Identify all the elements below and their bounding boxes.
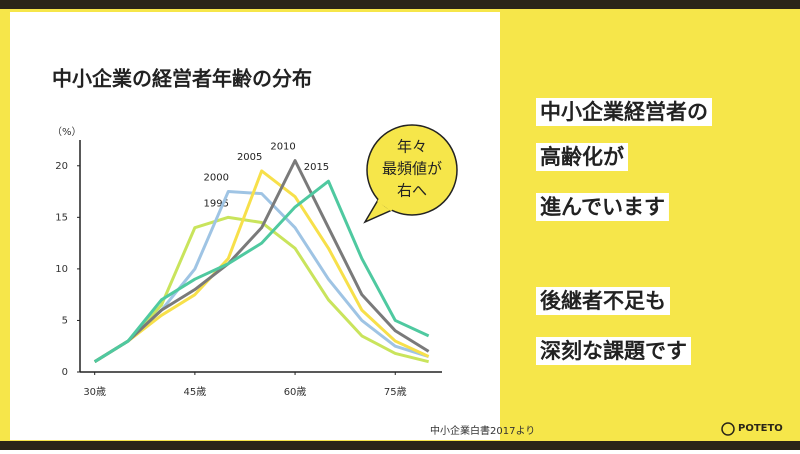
logo: POTETO — [738, 423, 783, 434]
message-line: 進んでいます — [540, 195, 665, 219]
y-unit: （%） — [52, 126, 82, 138]
x-tick-label: 60歳 — [284, 386, 307, 398]
top-bar — [0, 0, 800, 9]
chart-title: 中小企業の経営者年齢の分布 — [52, 67, 312, 91]
y-tick-label: 20 — [55, 161, 68, 172]
series-label: 2000 — [204, 173, 229, 184]
series-line — [93, 179, 430, 363]
series-label: 2010 — [270, 142, 295, 153]
y-tick-label: 0 — [62, 367, 68, 378]
x-tick-label: 45歳 — [184, 386, 207, 398]
message-line: 深刻な課題です — [540, 339, 687, 363]
annotation: 右へ — [397, 182, 427, 200]
annotation: 年々 — [397, 138, 427, 156]
message-highlight — [536, 143, 628, 171]
series-line — [93, 169, 430, 363]
series-label: 2015 — [304, 162, 329, 173]
logo-mark — [721, 422, 735, 436]
message-highlight — [536, 193, 669, 221]
bubble-join — [377, 198, 393, 212]
chart-panel — [10, 12, 500, 440]
message-highlight — [536, 337, 691, 365]
series-line — [93, 159, 430, 363]
y-tick-label: 10 — [55, 264, 68, 275]
x-tick-label: 30歳 — [83, 386, 106, 398]
message-highlight — [536, 98, 712, 126]
source: 中小企業白書2017より — [430, 424, 535, 437]
bottom-bar — [0, 441, 800, 450]
message-line: 中小企業経営者の — [540, 100, 708, 124]
series-line — [93, 215, 430, 364]
x-tick-label: 75歳 — [384, 386, 407, 398]
message-highlight — [536, 287, 670, 315]
message-line: 高齢化が — [540, 145, 624, 169]
message-line: 後継者不足も — [540, 289, 666, 313]
annotation: 最頻値が — [382, 160, 442, 178]
y-tick-label: 5 — [62, 315, 68, 326]
bubble — [366, 124, 458, 216]
series-label: 1995 — [204, 198, 229, 209]
series-label: 2005 — [237, 152, 262, 163]
y-tick-label: 15 — [55, 212, 68, 223]
